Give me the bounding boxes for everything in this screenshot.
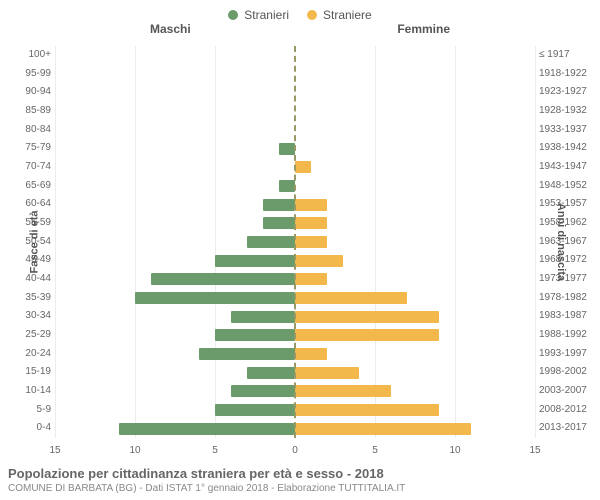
age-label: 80-84 [7,121,51,140]
x-tick-label: 5 [212,445,218,456]
bar-female [295,236,327,248]
bar-female [295,273,327,285]
bar-female [295,329,439,341]
bar-male [119,423,295,435]
age-label: 90-94 [7,83,51,102]
x-tick-label: 10 [449,445,460,456]
y-axis-title-left: Fasce di età [28,211,40,274]
bar-male [215,329,295,341]
year-label: 1943-1947 [539,158,597,177]
bar-male [151,273,295,285]
age-label: 35-39 [7,289,51,308]
year-label: ≤ 1917 [539,46,597,65]
year-label: 2008-2012 [539,401,597,420]
population-pyramid-chart: Stranieri Straniere Maschi Femmine 100+≤… [0,0,600,500]
bar-female [295,348,327,360]
year-label: 1938-1942 [539,139,597,158]
year-label: 1948-1952 [539,177,597,196]
x-tick-label: 15 [49,445,60,456]
center-line [294,46,296,438]
legend-item-male: Stranieri [228,8,289,22]
legend-label-male: Stranieri [244,8,289,22]
legend-swatch-male [228,10,238,20]
bar-female [295,311,439,323]
bar-female [295,423,471,435]
year-label: 1923-1927 [539,83,597,102]
plot-area: 100+≤ 191795-991918-192290-941923-192785… [55,46,535,438]
year-label: 1993-1997 [539,345,597,364]
year-label: 2003-2007 [539,382,597,401]
chart-footer: Popolazione per cittadinanza straniera p… [8,466,592,494]
age-label: 0-4 [7,419,51,438]
year-label: 1963-1967 [539,233,597,252]
age-label: 85-89 [7,102,51,121]
age-label: 5-9 [7,401,51,420]
bar-female [295,199,327,211]
bar-female [295,161,311,173]
age-label: 15-19 [7,363,51,382]
year-label: 1958-1962 [539,214,597,233]
age-label: 20-24 [7,345,51,364]
year-label: 1978-1982 [539,289,597,308]
bar-male [135,292,295,304]
age-label: 65-69 [7,177,51,196]
age-label: 10-14 [7,382,51,401]
bar-male [247,236,295,248]
bar-male [263,199,295,211]
bar-male [231,311,295,323]
bar-female [295,255,343,267]
age-label: 25-29 [7,326,51,345]
year-label: 1968-1972 [539,251,597,270]
bar-male [231,385,295,397]
bar-male [279,143,295,155]
bar-male [263,217,295,229]
age-label: 100+ [7,46,51,65]
bar-male [215,255,295,267]
year-label: 1918-1922 [539,65,597,84]
year-label: 1998-2002 [539,363,597,382]
bar-female [295,404,439,416]
year-label: 1953-1957 [539,195,597,214]
chart-subtitle: COMUNE DI BARBATA (BG) - Dati ISTAT 1° g… [8,483,592,494]
age-label: 95-99 [7,65,51,84]
chart-title: Popolazione per cittadinanza straniera p… [8,466,592,481]
column-title-male: Maschi [150,22,191,36]
year-label: 1933-1937 [539,121,597,140]
age-label: 75-79 [7,139,51,158]
legend: Stranieri Straniere [0,0,600,22]
legend-label-female: Straniere [323,8,372,22]
bar-female [295,292,407,304]
x-tick-label: 15 [529,445,540,456]
bar-male [247,367,295,379]
x-tick-label: 0 [292,445,298,456]
year-label: 1988-1992 [539,326,597,345]
year-label: 1928-1932 [539,102,597,121]
legend-swatch-female [307,10,317,20]
year-label: 2013-2017 [539,419,597,438]
bar-female [295,367,359,379]
bar-female [295,385,391,397]
column-title-female: Femmine [397,22,450,36]
age-label: 70-74 [7,158,51,177]
bar-female [295,217,327,229]
year-label: 1973-1977 [539,270,597,289]
year-label: 1983-1987 [539,307,597,326]
y-axis-title-right: Anni di nascita [555,203,567,281]
x-tick-label: 5 [372,445,378,456]
bar-male [279,180,295,192]
bar-male [199,348,295,360]
legend-item-female: Straniere [307,8,372,22]
bar-male [215,404,295,416]
x-tick-label: 10 [129,445,140,456]
column-titles: Maschi Femmine [0,22,600,40]
age-label: 30-34 [7,307,51,326]
